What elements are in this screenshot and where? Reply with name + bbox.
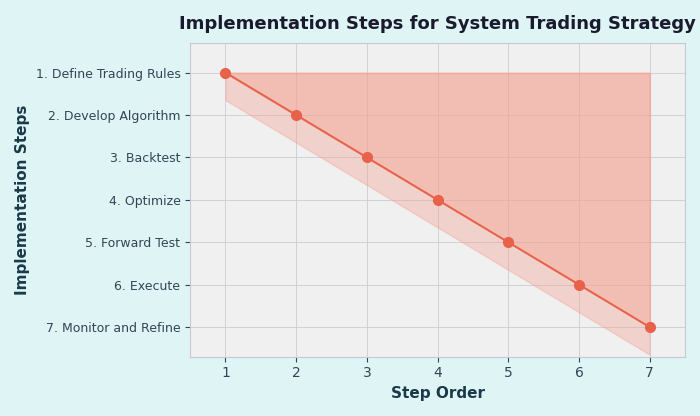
- Title: Implementation Steps for System Trading Strategy: Implementation Steps for System Trading …: [179, 15, 696, 33]
- Y-axis label: Implementation Steps: Implementation Steps: [15, 104, 30, 295]
- X-axis label: Step Order: Step Order: [391, 386, 484, 401]
- Polygon shape: [225, 72, 650, 327]
